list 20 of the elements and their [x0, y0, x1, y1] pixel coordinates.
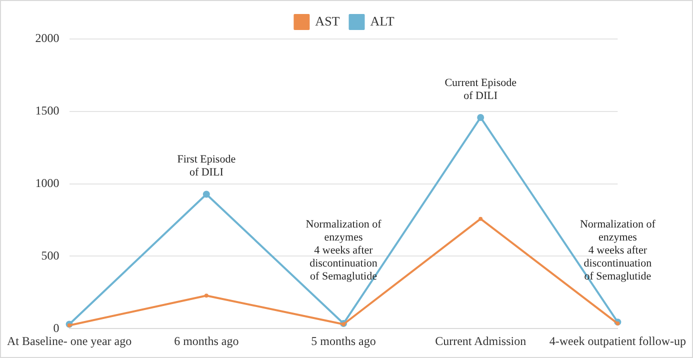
y-tick-label: 1000	[35, 176, 60, 190]
annotation: Current Episode of DILI	[444, 76, 517, 102]
point	[202, 190, 210, 198]
point	[478, 216, 483, 221]
legend-label: ALT	[370, 13, 394, 28]
point	[204, 294, 208, 298]
point	[67, 323, 72, 328]
x-tick-label: 5 months ago	[311, 334, 376, 348]
x-tick-label: 4-week outpatient follow-up	[549, 334, 686, 348]
y-tick-label: 0	[53, 320, 60, 335]
legend-label: AST	[315, 13, 340, 28]
y-tick-label: 500	[41, 248, 60, 262]
point	[477, 114, 484, 121]
y-tick-label: 1500	[35, 104, 60, 118]
annotation: First Episode of DILI	[177, 154, 236, 179]
y-tick-label: 2000	[35, 31, 60, 46]
x-tick-label: Current Admission	[435, 334, 526, 348]
point	[616, 322, 620, 326]
x-tick-label: 6 months ago	[174, 334, 239, 348]
x-tick-label: At Baseline- one year ago	[6, 334, 132, 348]
